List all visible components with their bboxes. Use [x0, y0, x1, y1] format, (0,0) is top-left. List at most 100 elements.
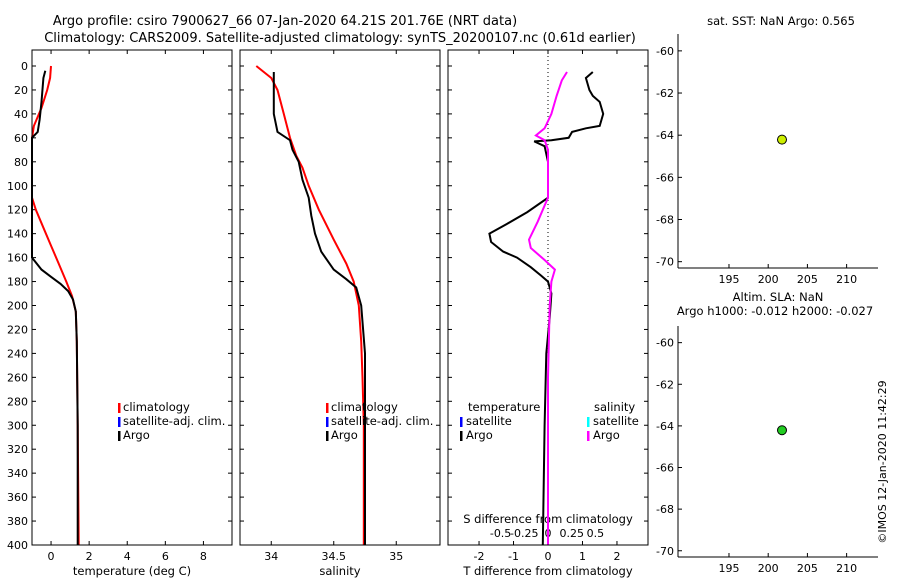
sst-map-panel: -60 -62 -64 -66 -68 -70 195 200 205 210 sat. SST: … [656, 14, 878, 286]
difference-frame [447, 49, 649, 546]
imos-watermark: ©IMOS 12-Jan-2020 11:42:29 [876, 380, 889, 543]
sst-map-ytick-label: -66 [656, 171, 674, 184]
depth-tick-label: 0 [21, 60, 28, 73]
sst-map-xtick-label: 205 [797, 273, 818, 286]
depth-tick-label: 380 [7, 515, 28, 528]
sla-map-subtitle: Argo h1000: -0.012 h2000: -0.027 [677, 304, 873, 318]
temperature-xlabel: temperature (deg C) [73, 564, 191, 578]
salinity-series-argo [272, 72, 366, 545]
sst-map-xtick-label: 210 [836, 273, 857, 286]
sla-map-xtick-label: 210 [836, 562, 857, 575]
difference-legend-swatch [460, 431, 463, 441]
sst-map-argo-position-marker [777, 134, 787, 145]
depth-tick-label: 180 [7, 276, 28, 289]
salinity-xtick-label: 35 [389, 550, 403, 563]
sst-map-ytick-label: -64 [656, 129, 674, 142]
temperature-legend-label: Argo [123, 428, 150, 442]
salinity-legend-label: climatology [331, 400, 398, 414]
difference-legend-label: Argo [466, 428, 493, 442]
sla-map-ytick-label: -64 [656, 420, 674, 433]
sla-map-ytick-label: -66 [656, 462, 674, 475]
depth-tick-label: 220 [7, 323, 28, 336]
depth-tick-label: 320 [7, 443, 28, 456]
figure-title-line1: Argo profile: csiro 7900627_66 07-Jan-20… [53, 14, 517, 29]
difference-s-tick-label: 0.5 [587, 527, 605, 540]
depth-tick-label: 340 [7, 467, 28, 480]
sst-map-xtick-label: 195 [718, 273, 739, 286]
difference-xtick-label: 1 [579, 550, 586, 563]
depth-tick-label: 240 [7, 347, 28, 360]
depth-tick-label: 300 [7, 419, 28, 432]
salinity-legend-swatch [326, 403, 329, 413]
depth-tick-label: 120 [7, 204, 28, 217]
difference-xlabel: T difference from climatology [462, 564, 633, 578]
depth-tick-label: 40 [14, 108, 28, 121]
sst-map-ytick-label: -68 [656, 214, 674, 227]
sla-map-ytick-label: -68 [656, 503, 674, 516]
temperature-xtick-label: 8 [200, 550, 207, 563]
salinity-xtick-label: 34.5 [322, 550, 347, 563]
difference-s-tick-label: -0.25 [510, 527, 538, 540]
sla-map-panel: -60 -62 -64 -66 -68 -70 195 200 205 210 Altim. SLA… [656, 290, 878, 575]
depth-tick-label: 160 [7, 252, 28, 265]
difference-legend-swatch [587, 417, 590, 427]
difference-series-salinity [527, 71, 568, 545]
temperature-xtick-label: 6 [162, 550, 169, 563]
difference-xtick-label: -1 [508, 550, 519, 563]
plot-area: 0 20 40 60 80 1 0 0 120 140 160 180 200 220 240 260 280 3… [7, 14, 878, 578]
salinity-series-climatology [255, 65, 365, 545]
salinity-xlabel: salinity [319, 564, 360, 578]
difference-legend-swatch [587, 431, 590, 441]
salinity-frame [239, 49, 441, 546]
sst-map-ytick-label: -60 [656, 45, 674, 58]
sla-map-ytick-label: -70 [656, 545, 674, 558]
difference-xtick-label: -2 [474, 550, 485, 563]
sst-map-ytick-label: -70 [656, 256, 674, 269]
depth-tick-label: 20 [14, 84, 28, 97]
depth-tick-label: 60 [14, 132, 28, 145]
sst-map-title: sat. SST: NaN Argo: 0.565 [707, 14, 855, 28]
sla-map-ytick-label: -60 [656, 337, 674, 350]
difference-legend-swatch [460, 417, 463, 427]
difference-s-tick-label: -0.5 [490, 527, 511, 540]
difference-xtick-label: 2 [613, 550, 620, 563]
temperature-xtick-label: 0 [48, 550, 55, 563]
sla-map-xtick-label: 195 [718, 562, 739, 575]
temperature-frame [31, 49, 233, 546]
depth-tick-label: 400 [7, 539, 28, 552]
temperature-xtick-label: 4 [124, 550, 131, 563]
difference-legend-salinity-header: salinity [594, 400, 635, 414]
salinity-legend-label: Argo [331, 428, 358, 442]
temperature-legend-swatch [118, 431, 121, 441]
salinity-xtick-label: 34 [264, 550, 278, 563]
depth-tick-label: 260 [7, 371, 28, 384]
difference-legend-label: Argo [593, 428, 620, 442]
temperature-panel: 0204060801001201401601802002202402602803… [7, 50, 232, 578]
depth-tick-label: 280 [7, 395, 28, 408]
sla-map-ytick-label: -62 [656, 378, 674, 391]
temperature-series-climatology [31, 65, 80, 546]
difference-s-tick-label: 0.25 [559, 527, 584, 540]
temperature-xtick-label: 2 [86, 550, 93, 563]
temperature-legend-label: climatology [123, 400, 190, 414]
salinity-panel: 34 34.5 35 salinity climatologysatellite-adj… [240, 50, 440, 578]
temperature-legend-swatch [118, 403, 121, 413]
salinity-legend-label: satellite-adj. clim. [331, 414, 433, 428]
sst-map-ytick-label: -62 [656, 87, 674, 100]
difference-legend-label: satellite [466, 414, 512, 428]
sla-map-xtick-label: 200 [758, 562, 779, 575]
salinity-legend-swatch [326, 417, 329, 427]
depth-tick-label: 80 [14, 156, 28, 169]
depth-tick-label: 140 [7, 228, 28, 241]
difference-xtick-label: 0 [545, 550, 552, 563]
sla-map-xtick-label: 205 [797, 562, 818, 575]
depth-tick-label: 360 [7, 491, 28, 504]
depth-tick-label: 200 [7, 300, 28, 313]
temperature-legend-swatch [118, 417, 121, 427]
temperature-series-argo [31, 70, 79, 545]
sst-map-xtick-label: 200 [758, 273, 779, 286]
figure-title-line2: Climatology: CARS2009. Satellite-adjuste… [44, 31, 636, 46]
sla-map-argo-position-marker [777, 425, 787, 436]
